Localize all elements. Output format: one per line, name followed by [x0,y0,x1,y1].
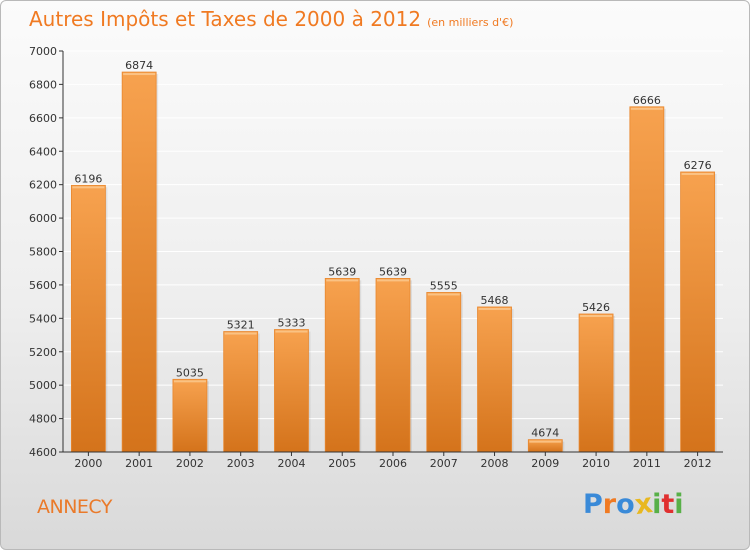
y-tick-label: 6400 [29,145,57,158]
data-label: 5035 [176,366,204,379]
data-label: 6276 [684,159,712,172]
bar [70,184,106,453]
bar [680,171,716,453]
data-label: 5468 [481,294,509,307]
bar [324,278,360,453]
data-label: 5555 [430,279,458,292]
bar [274,329,309,453]
bar [477,306,512,453]
x-tick-label: 2007 [430,457,458,470]
bar-highlight [630,107,663,110]
bar-highlight [72,186,105,189]
y-tick-label: 5200 [29,346,57,359]
bar [629,106,665,453]
brand-letter: o [616,489,635,520]
y-tick-label: 6800 [29,78,57,91]
y-tick-label: 5600 [29,279,57,292]
data-label: 6196 [74,172,102,185]
data-label: 6874 [125,59,153,72]
bar [172,378,208,453]
bar-highlight [529,440,562,443]
y-tick-label: 6600 [29,112,57,125]
y-tick-label: 7000 [29,45,57,58]
chart-title-text: Autres Impôts et Taxes de 2000 à 2012 [29,7,422,31]
x-tick-label: 2006 [379,457,407,470]
bar [375,278,411,453]
data-label: 5639 [328,265,356,278]
bar [426,292,462,453]
x-tick-label: 2001 [125,457,153,470]
y-tick-label: 5400 [29,312,57,325]
bar-highlight [478,307,511,310]
bar [121,71,157,453]
brand-letter: r [602,489,617,520]
x-tick-label: 2008 [481,457,509,470]
y-tick-label: 4600 [29,446,57,459]
bar-highlight [123,73,156,76]
chart-title-unit: (en milliers d'€) [427,16,514,29]
data-label: 6666 [633,94,661,107]
x-tick-label: 2010 [582,457,610,470]
bar-highlight [681,172,714,175]
x-tick-label: 2004 [277,457,305,470]
x-tick-label: 2005 [328,457,356,470]
data-label: 5426 [582,301,610,314]
bar-highlight [377,279,409,282]
bar [578,313,614,453]
bar-highlight [173,380,206,383]
proxiti-logo: Proxiti [583,487,684,522]
x-tick-label: 2011 [633,457,661,470]
y-tick-label: 6200 [29,179,57,192]
data-label: 5321 [227,319,255,332]
data-label: 5639 [379,265,407,278]
bar-highlight [427,293,460,296]
y-tick-label: 5000 [29,379,57,392]
brand-letter: i [652,489,662,520]
y-tick-label: 4800 [29,413,57,426]
x-tick-label: 2009 [531,457,559,470]
bar-highlight [275,330,308,333]
brand-letter: x [632,487,655,522]
bar [223,331,259,453]
y-tick-label: 5800 [29,246,57,259]
x-tick-label: 2012 [684,457,712,470]
brand-letter: t [661,489,675,520]
data-label: 4674 [531,427,559,440]
brand-letter: P [583,489,603,520]
x-tick-label: 2000 [74,457,102,470]
chart-title: Autres Impôts et Taxes de 2000 à 2012 (en… [29,7,513,31]
bar-highlight [580,314,613,317]
data-label: 5333 [277,317,305,330]
x-tick-label: 2002 [176,457,204,470]
brand-letter: i [674,489,684,520]
y-tick-label: 6000 [29,212,57,225]
location-label: ANNECY [37,496,112,518]
bar-highlight [224,332,257,335]
x-tick-label: 2003 [227,457,255,470]
bar-highlight [326,279,359,282]
